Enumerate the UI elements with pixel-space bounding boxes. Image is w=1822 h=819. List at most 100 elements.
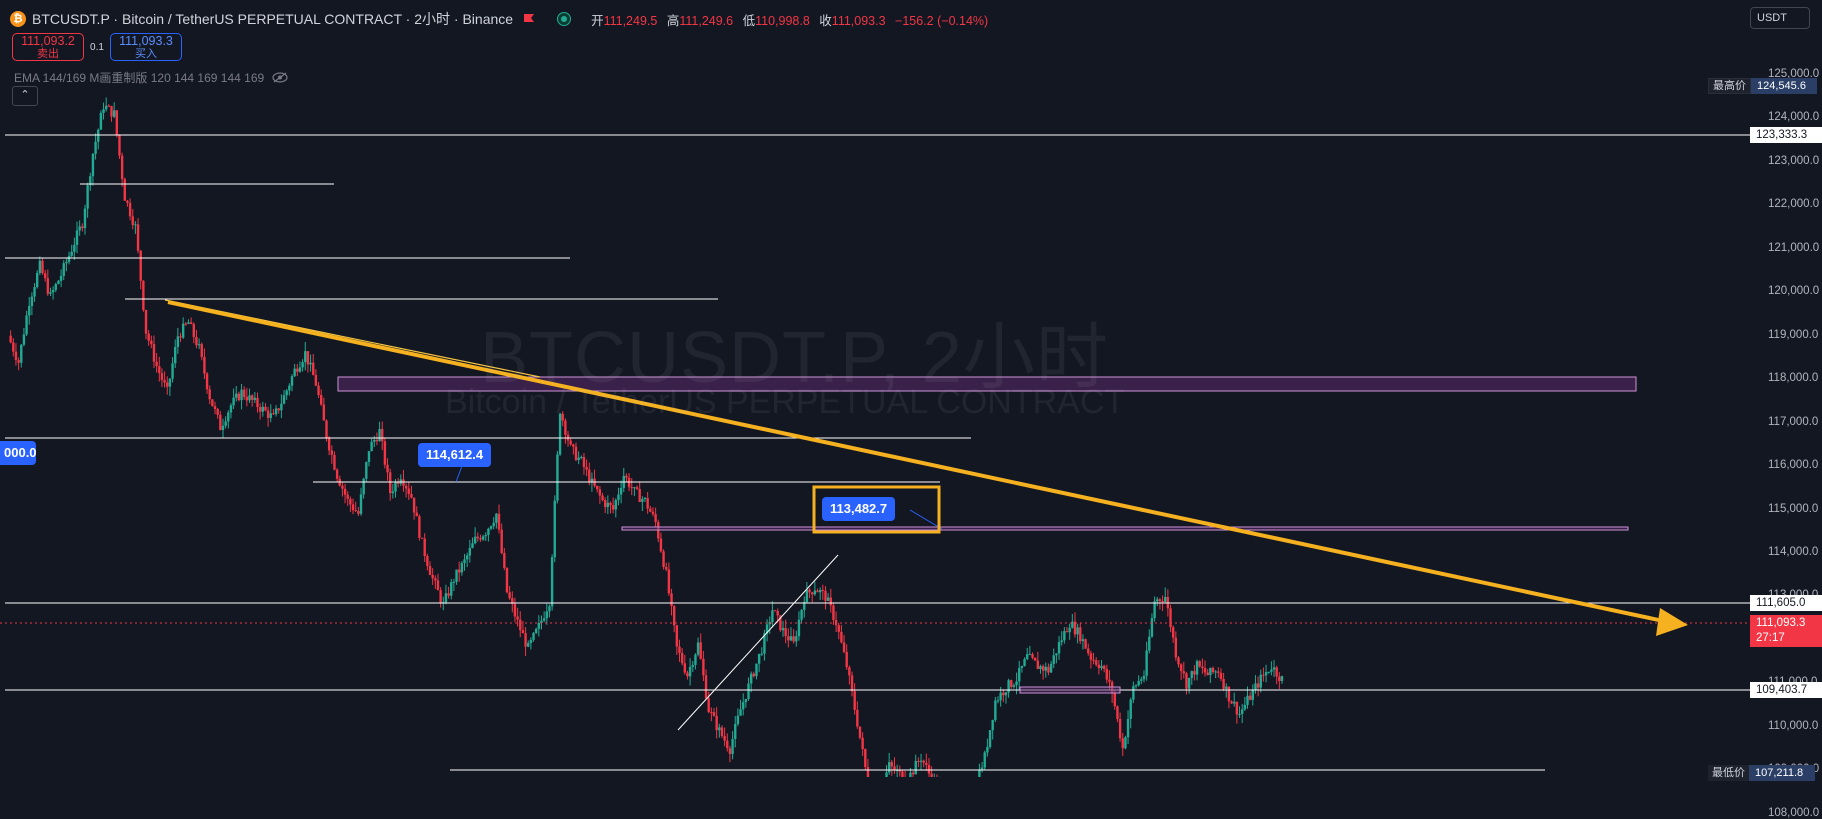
candle-body <box>105 105 108 110</box>
sell-button[interactable]: 111,093.2 卖出 <box>12 33 84 61</box>
price-tick: 125,000.0 <box>1768 68 1820 80</box>
candle-body <box>227 412 230 422</box>
indicator-label[interactable]: EMA 144/169 M画重制版 120 144 169 144 169 <box>14 71 265 85</box>
level-label-2: 111,605.0 <box>1750 595 1822 611</box>
candle-body <box>1248 695 1252 700</box>
buy-button[interactable]: 111,093.3 买入 <box>110 33 182 61</box>
candle-body <box>1209 667 1212 676</box>
resistance-zone-thin[interactable] <box>621 526 1629 531</box>
candle-body <box>1246 695 1249 705</box>
chevron-up-icon: ⌃ <box>20 89 30 101</box>
candle-body <box>1087 648 1090 654</box>
candle-body <box>1126 718 1130 738</box>
candle-body <box>1100 665 1103 669</box>
candle-body <box>1238 713 1241 715</box>
candle-body <box>293 368 296 377</box>
candle-body <box>925 762 928 765</box>
candle-body <box>556 454 559 501</box>
candle-body <box>110 106 113 117</box>
candle-body <box>601 495 604 501</box>
candle-body <box>832 605 835 620</box>
candle-body <box>821 590 825 592</box>
candle-body <box>136 224 140 251</box>
candle-body <box>200 344 203 357</box>
left-price-label[interactable]: 000.0 <box>0 441 37 465</box>
price-label-a[interactable]: 114,612.4 <box>418 443 492 467</box>
candle-body <box>1073 621 1077 635</box>
candle-body <box>436 580 440 591</box>
candle-body <box>641 498 644 502</box>
candle-body <box>59 275 63 281</box>
small-zone[interactable] <box>1019 686 1121 694</box>
candle-body <box>1243 704 1247 710</box>
candle-body <box>20 344 23 363</box>
candle-body <box>1134 685 1138 687</box>
candle-body <box>999 692 1002 701</box>
candle-body <box>1023 659 1026 666</box>
candle-body <box>1182 671 1185 674</box>
price-axis[interactable]: 125,000.0 124,000.0 123,000.0 122,000.0 121,… <box>1752 0 1822 819</box>
candle-body <box>789 636 793 641</box>
candle-body <box>1214 671 1217 673</box>
candle-body <box>572 444 575 447</box>
candle-body <box>683 663 687 673</box>
current-price-value: 111,093.3 <box>1756 617 1806 629</box>
candle-body <box>205 373 209 390</box>
drawings[interactable] <box>0 134 1750 771</box>
candle-body <box>128 202 132 217</box>
high-value: 111,249.6 <box>679 13 734 28</box>
price-tick: 116,000.0 <box>1768 459 1819 472</box>
candle-body <box>304 351 307 363</box>
candle-body <box>1018 668 1021 682</box>
candle-body <box>370 441 373 452</box>
sell-label: 卖出 <box>37 48 59 60</box>
candle-body <box>28 306 31 316</box>
candle-body <box>1193 671 1196 675</box>
candle-body <box>670 593 673 607</box>
candle-body <box>86 185 89 209</box>
candle-body <box>561 413 564 421</box>
symbol-header[interactable]: ₿ BTCUSDT.P · Bitcoin / TetherUS PERPETU… <box>10 8 988 30</box>
candle-body <box>864 749 867 768</box>
candle-body <box>25 315 28 335</box>
currency-selector[interactable]: USDT <box>1750 7 1810 29</box>
candle-body <box>1095 660 1098 665</box>
candle-body <box>57 280 60 285</box>
open-label: 开 <box>591 13 604 28</box>
candle-body <box>35 272 39 288</box>
candle-body <box>51 290 55 293</box>
candle-body <box>389 472 392 494</box>
collapse-legend-button[interactable]: ⌃ <box>12 86 38 106</box>
candle-body <box>1201 666 1204 669</box>
candle-body <box>603 500 607 508</box>
candle-body <box>662 551 665 567</box>
candle-body <box>728 748 732 754</box>
candle-body <box>301 362 304 368</box>
candle-body <box>54 284 57 291</box>
candle-body <box>805 589 809 602</box>
candle-body <box>174 346 177 364</box>
flag-icon[interactable] <box>523 13 535 25</box>
candle-body <box>1108 679 1111 682</box>
resistance-zone[interactable] <box>337 376 1637 392</box>
high-label: 高 <box>666 13 680 28</box>
market-status-icon[interactable] <box>557 12 572 26</box>
candle-body <box>1140 679 1143 681</box>
trendline-main[interactable] <box>167 300 1669 624</box>
candle-body <box>909 772 912 777</box>
candle-body <box>266 410 270 418</box>
rising-trendline[interactable] <box>677 554 839 731</box>
highlight-box[interactable] <box>812 485 941 534</box>
symbol-title[interactable]: BTCUSDT.P · Bitcoin / TetherUS PERPETUAL… <box>32 11 514 27</box>
price-label-b[interactable]: 113,482.7 <box>822 497 896 521</box>
candle-body <box>450 582 453 596</box>
candle-body <box>43 273 47 279</box>
candle-body <box>484 534 487 537</box>
ohlc-values: 开111,249.5 高111,249.6 低110,998.8 收111,09… <box>585 10 988 29</box>
indicator-legend[interactable]: EMA 144/169 M画重制版 120 144 169 144 169 <box>14 69 288 86</box>
candle-body <box>1142 675 1146 680</box>
eye-off-icon[interactable] <box>272 72 288 83</box>
candle-body <box>585 467 588 470</box>
price-tick: 110,000.0 <box>1768 719 1819 732</box>
price-chart[interactable] <box>0 0 1822 777</box>
